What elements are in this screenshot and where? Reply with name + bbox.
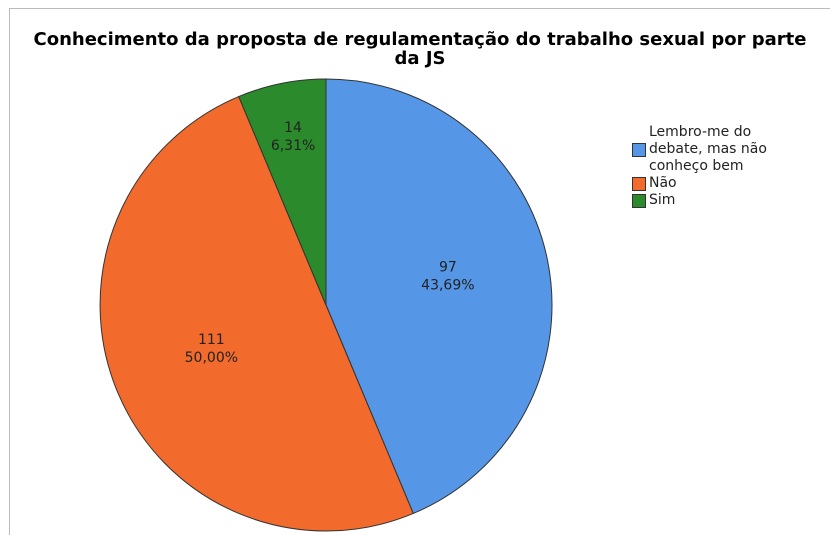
legend-swatch <box>632 176 646 191</box>
legend-label: Sim <box>649 192 676 208</box>
chart-frame <box>9 8 830 535</box>
legend-label: Não <box>649 175 677 191</box>
legend-item: Não <box>632 175 812 192</box>
slice-percent-label: 50,00% <box>185 350 238 366</box>
chart-title: Conhecimento da proposta de regulamentaç… <box>33 29 807 69</box>
slice-percent-label: 43,69% <box>421 278 474 294</box>
slice-count-label: 111 <box>198 332 225 348</box>
legend-label: Lembro-me do debate, mas não conheço bem <box>649 124 767 174</box>
legend-swatch <box>632 142 646 157</box>
pie-slice <box>238 78 327 306</box>
slice-count-label: 14 <box>284 120 302 136</box>
pie-slice <box>325 78 553 515</box>
slice-percent-label: 6,31% <box>271 138 315 154</box>
legend: Lembro-me do debate, mas não conheço bem… <box>632 124 812 209</box>
legend-item: Lembro-me do debate, mas não conheço bem <box>632 124 812 175</box>
legend-item: Sim <box>632 192 812 209</box>
pie-slice <box>99 95 414 532</box>
slice-count-label: 97 <box>439 260 457 276</box>
legend-swatch <box>632 193 646 208</box>
